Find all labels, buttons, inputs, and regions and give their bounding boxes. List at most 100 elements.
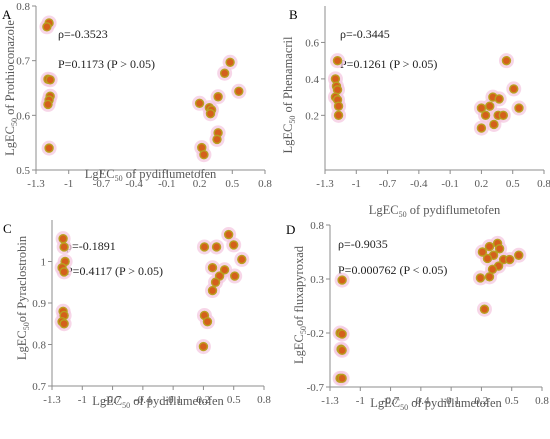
x-axis-title: LgEC50 of pydiflumetofen bbox=[85, 167, 217, 183]
data-point bbox=[484, 272, 495, 282]
data-point bbox=[205, 108, 216, 119]
data-point bbox=[44, 143, 54, 153]
panel-letter: B bbox=[289, 7, 298, 22]
x-tick-label: -1.3 bbox=[27, 178, 45, 190]
y-tick-label: 0.8 bbox=[310, 220, 324, 232]
y-tick-label: 0.5 bbox=[16, 165, 30, 177]
data-point bbox=[482, 253, 493, 264]
correlation-rho: ρ=-0.9035 bbox=[338, 237, 388, 251]
panel-letter: C bbox=[3, 221, 12, 236]
data-point bbox=[199, 242, 210, 252]
x-tick-label: 0.5 bbox=[506, 178, 520, 190]
x-tick-label: -0.7 bbox=[379, 178, 397, 190]
data-point bbox=[59, 242, 69, 252]
data-point bbox=[59, 319, 69, 329]
x-tick-label: -0.7 bbox=[104, 394, 122, 406]
y-tick-label: 0.4 bbox=[305, 74, 319, 86]
x-axis-title: LgEC50 of pydiflumetofen bbox=[370, 396, 502, 412]
data-point bbox=[199, 149, 209, 160]
y-tick-label: 0.9 bbox=[32, 298, 46, 310]
x-tick-label: 0.5 bbox=[225, 178, 239, 190]
correlation-rho: ρ=-0.3445 bbox=[340, 27, 390, 41]
data-point bbox=[333, 110, 344, 121]
data-point bbox=[58, 233, 68, 244]
y-tick-label: 1 bbox=[41, 257, 47, 269]
y-tick-label: 0.3 bbox=[310, 274, 324, 286]
x-tick-label: 0.8 bbox=[257, 394, 271, 406]
data-point bbox=[59, 267, 69, 277]
data-point bbox=[337, 329, 347, 339]
data-point bbox=[480, 110, 491, 121]
data-point bbox=[337, 275, 347, 285]
x-tick-label: 0.2 bbox=[475, 178, 489, 190]
correlation-rho: ρ=-0.3523 bbox=[58, 27, 108, 41]
data-point bbox=[489, 119, 499, 130]
y-tick-label: 0.6 bbox=[16, 110, 30, 122]
panel-letter: D bbox=[286, 222, 295, 237]
data-point bbox=[494, 94, 504, 104]
data-point bbox=[337, 345, 347, 355]
y-axis-title: LgEC50 of Prothioconazole bbox=[3, 20, 19, 156]
data-point bbox=[229, 240, 239, 250]
data-point bbox=[509, 84, 519, 94]
data-point bbox=[504, 254, 515, 265]
x-tick-label: -0.1 bbox=[442, 395, 459, 407]
y-tick-label: 0.2 bbox=[305, 110, 319, 122]
x-tick-label: -0.1 bbox=[441, 178, 458, 190]
data-point bbox=[207, 285, 218, 296]
data-point bbox=[479, 304, 490, 314]
panel-letter: A bbox=[2, 7, 12, 22]
y-tick-label: 0.7 bbox=[16, 56, 30, 68]
x-tick-label: -0.4 bbox=[125, 178, 143, 190]
data-point bbox=[498, 110, 509, 121]
data-point bbox=[475, 273, 486, 283]
x-tick-label: 0.8 bbox=[537, 178, 550, 190]
y-axis-title: LgEC50of fluxapyroxad bbox=[292, 245, 308, 364]
x-tick-label: -0.7 bbox=[93, 178, 111, 190]
data-point bbox=[198, 341, 209, 352]
p-value: P=0.1261 (P > 0.05) bbox=[340, 57, 437, 71]
p-value: P=0.1173 (P > 0.05) bbox=[58, 57, 155, 71]
data-point bbox=[210, 277, 221, 287]
data-point bbox=[487, 264, 498, 274]
x-tick-label: -0.4 bbox=[412, 395, 430, 407]
data-point bbox=[43, 99, 53, 110]
x-tick-label: -1.3 bbox=[43, 394, 61, 406]
data-point bbox=[494, 244, 505, 254]
y-axis-title: LgEC50of Pyraclostrobin bbox=[15, 235, 31, 360]
x-tick-label: 0.2 bbox=[475, 395, 489, 407]
data-point bbox=[484, 241, 495, 252]
data-point bbox=[333, 101, 344, 111]
x-tick-label: -1 bbox=[64, 178, 73, 190]
panel-b: B -1.3 -1 -0.7 -0.4 -0.1 0.2 0.5 0.8 0.2 0.4 0.6 LgE… bbox=[281, 6, 550, 219]
data-point bbox=[514, 250, 524, 260]
x-tick-label: 0.5 bbox=[227, 394, 241, 406]
data-point bbox=[501, 55, 512, 66]
data-point bbox=[234, 86, 244, 96]
x-tick-label: 0.2 bbox=[197, 394, 211, 406]
data-point bbox=[211, 242, 222, 252]
data-point bbox=[213, 92, 223, 102]
x-tick-label: -0.4 bbox=[134, 394, 152, 406]
x-tick-label: -0.1 bbox=[164, 394, 181, 406]
data-point bbox=[485, 101, 495, 111]
y-tick-label: 0.8 bbox=[32, 340, 46, 352]
x-tick-label: -0.4 bbox=[410, 178, 428, 190]
x-tick-label: 0.5 bbox=[505, 395, 519, 407]
panel-a: A -1.3 -1 -0.7 -0.4 -0.1 0.2 0.5 0.8 0.5 0.6 0.7 0.8… bbox=[2, 1, 272, 190]
data-point bbox=[476, 123, 487, 133]
y-axis-title: LgEC50 of Phenamacril bbox=[281, 36, 297, 154]
x-axis-title: LgEC50 of pydiflumetofen bbox=[369, 203, 501, 219]
x-tick-label: -0.7 bbox=[382, 395, 400, 407]
x-tick-label: 0.8 bbox=[258, 178, 272, 190]
x-tick-label: -1.3 bbox=[316, 178, 334, 190]
data-point bbox=[476, 103, 487, 113]
data-point bbox=[223, 229, 234, 240]
p-value: P=0.4117 (P > 0.05) bbox=[66, 264, 163, 278]
data-point bbox=[219, 68, 230, 78]
data-point bbox=[514, 103, 524, 113]
p-value: P=0.000762 (P < 0.05) bbox=[338, 263, 447, 277]
data-point bbox=[477, 247, 488, 257]
